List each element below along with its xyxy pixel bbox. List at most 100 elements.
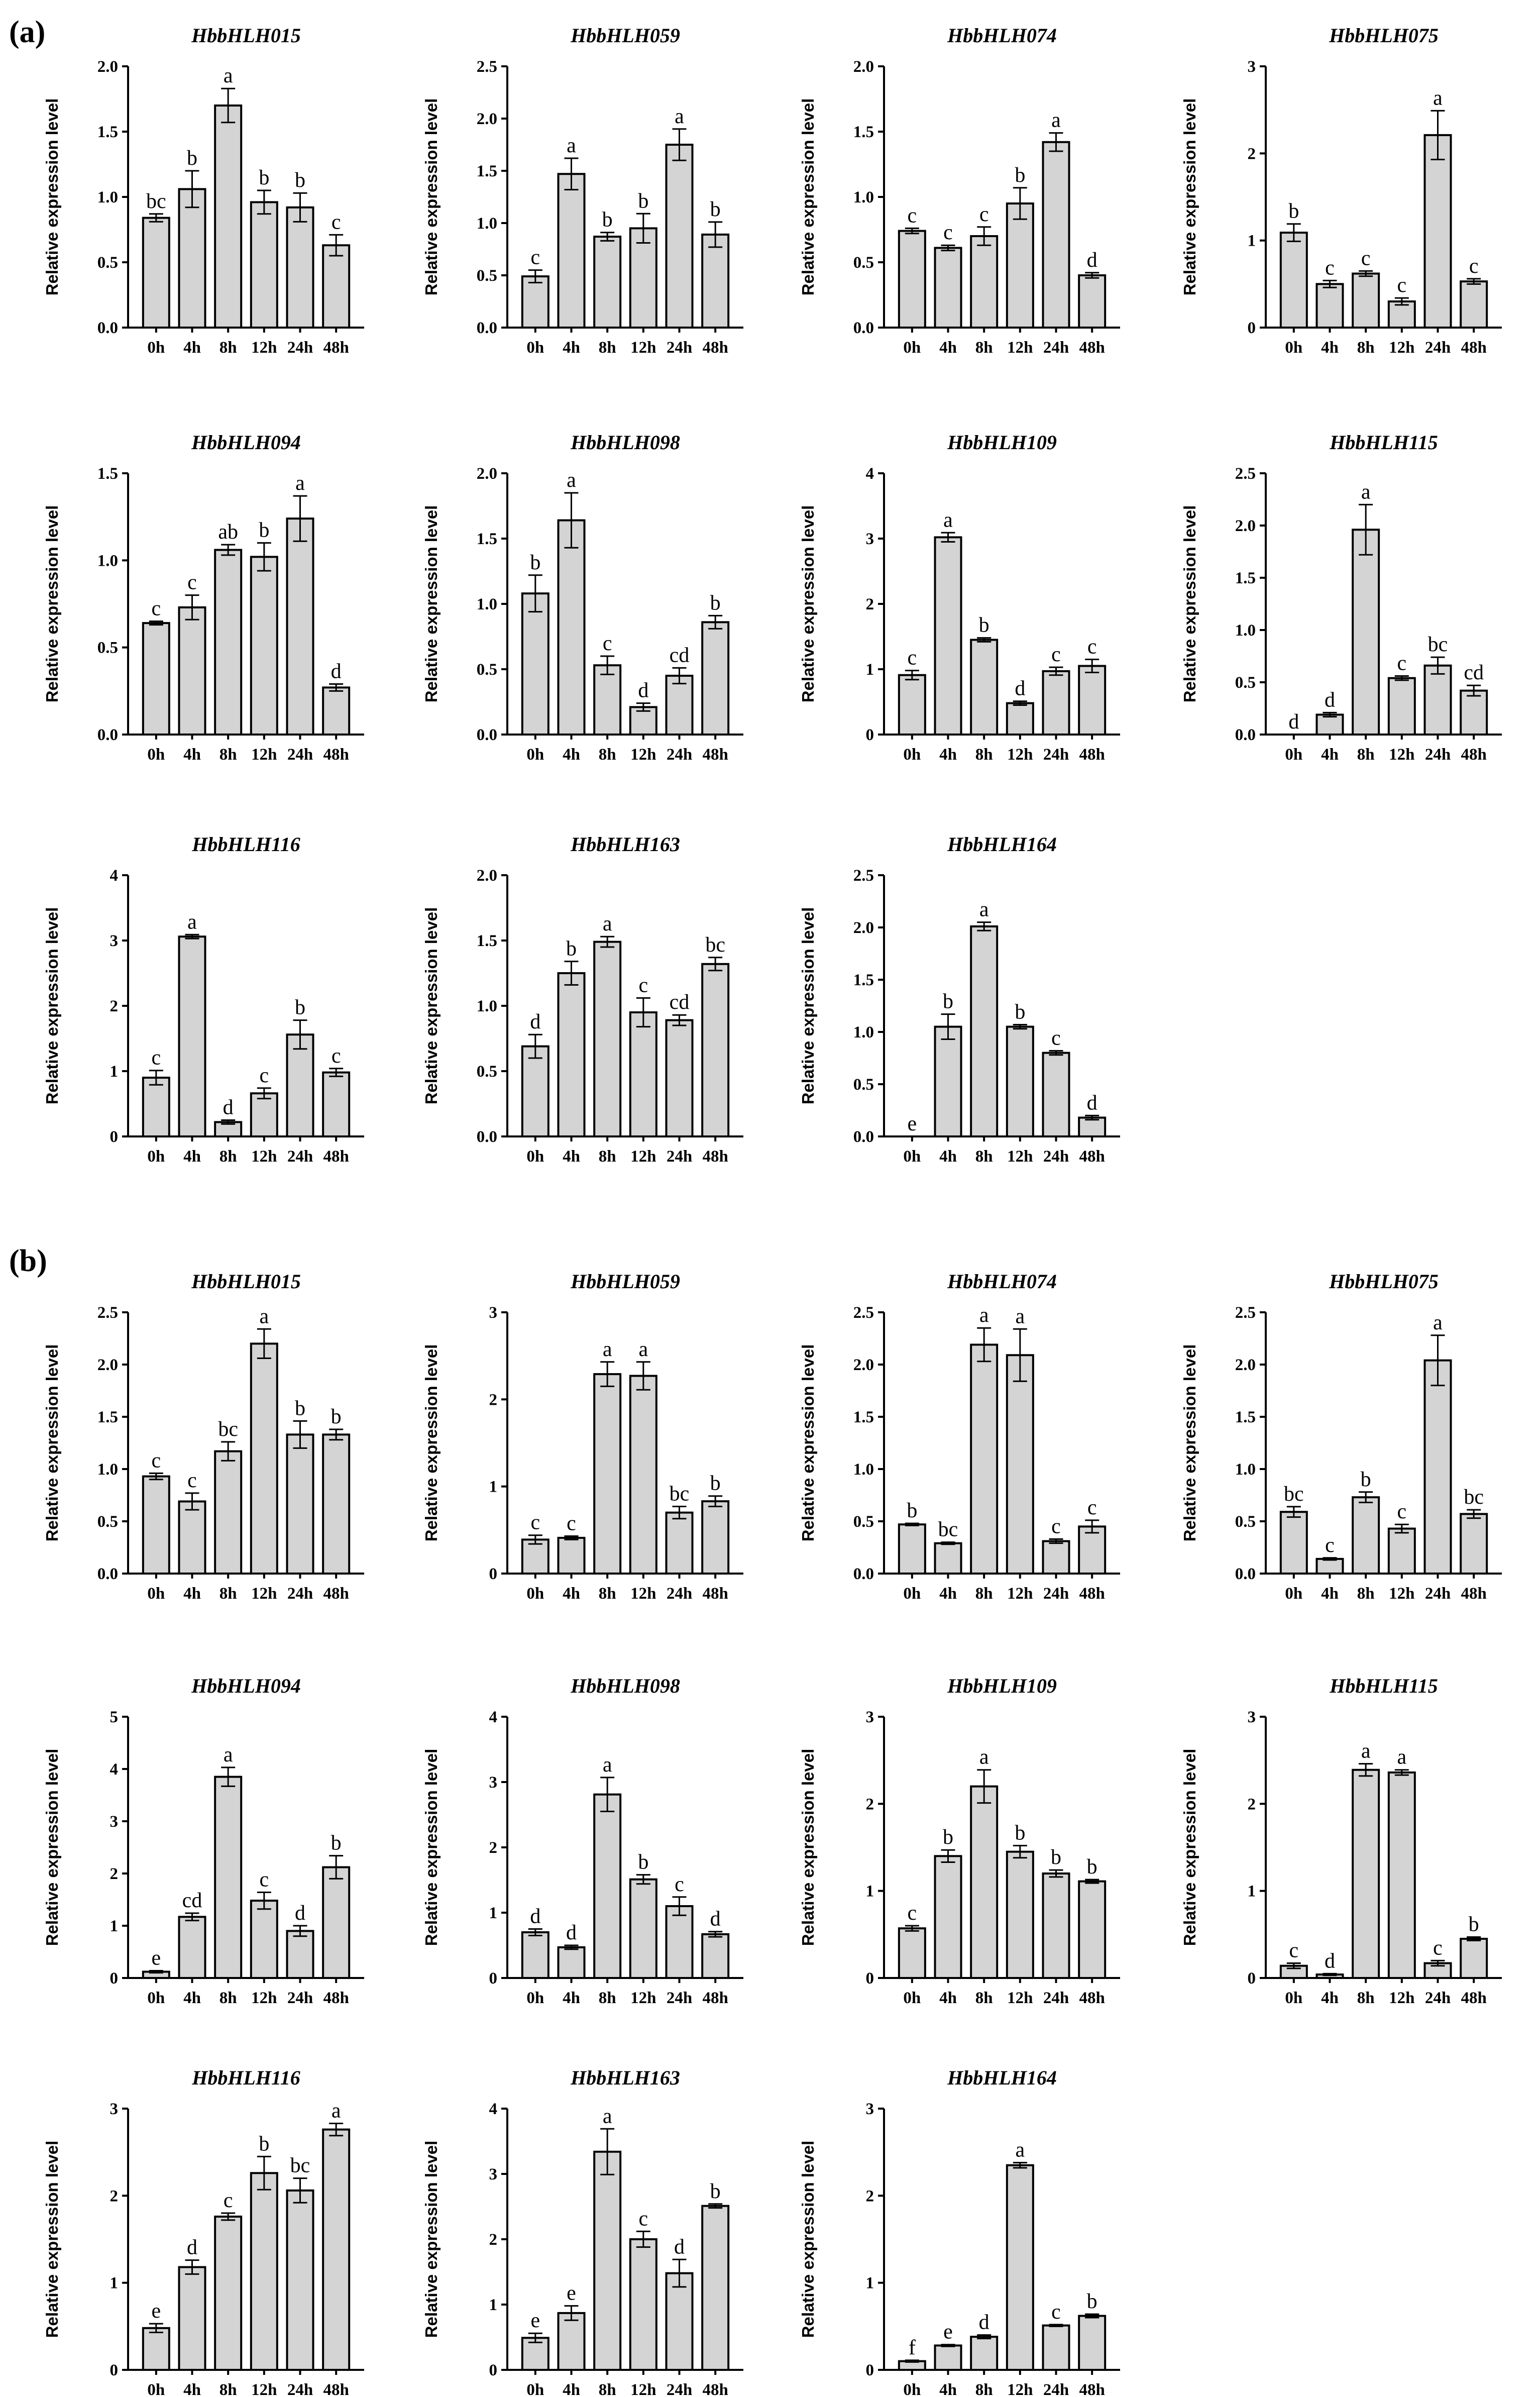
x-tick-label: 48h [323,1989,349,2007]
y-tick-label: 1.5 [97,1408,118,1426]
x-tick-label: 4h [563,746,580,764]
y-tick-label: 1 [866,2274,874,2292]
significance-label: d [1015,677,1025,700]
x-tick-label: 8h [219,339,237,357]
significance-label: b [710,2180,721,2203]
significance-label: c [531,1511,540,1534]
bar [1387,300,1416,329]
significance-label: bc [146,190,166,213]
x-tick-label: 12h [630,339,656,357]
y-tick-label: 1.0 [477,997,497,1015]
bar [250,201,278,329]
bar [934,2344,962,2371]
significance-label: d [295,1902,305,1925]
x-tick-label: 8h [1357,339,1375,357]
x-tick-label: 48h [702,1148,728,1166]
bar [1460,280,1488,329]
y-tick-label: 0 [866,2361,874,2379]
y-tick-label: 2.5 [477,58,497,76]
significance-label: c [260,1868,269,1891]
chart-title: HbbHLH015 [191,24,301,47]
significance-label: d [223,1096,234,1119]
y-tick-label: 2 [110,2187,119,2205]
x-tick-label: 48h [1461,339,1486,357]
x-tick-label: 8h [599,1989,616,2007]
bar [557,2312,586,2371]
y-tick-label: 1 [489,1478,498,1496]
bar [1315,283,1344,329]
bar [521,1931,549,1979]
significance-label: a [1397,1746,1407,1769]
y-tick-label: 2.5 [1235,465,1256,483]
significance-label: b [295,169,305,192]
y-tick-label: 0 [110,2361,119,2379]
chart-b-HbbHLH059: HbbHLH059 Relative expression level 0 1 2 3 c 0… [422,1270,743,1603]
x-tick-label: 8h [219,1585,237,1603]
bar [1387,1527,1416,1575]
significance-label: c [979,203,989,226]
x-tick-label: 12h [251,339,277,357]
bar [1279,232,1308,329]
x-tick-label: 24h [287,1585,313,1603]
significance-label: a [979,1304,989,1327]
y-tick-label: 0.5 [853,254,874,272]
y-tick-label: 2 [110,997,119,1015]
x-tick-label: 0h [147,2381,165,2397]
bar [322,1866,351,1979]
y-tick-label: 2.0 [477,867,497,885]
y-tick-label: 3 [489,1304,498,1322]
panel-label-b: (b) [9,1244,47,1278]
bar [1042,141,1070,329]
bar [1352,1768,1380,1979]
y-tick-label: 2.0 [477,110,497,128]
y-tick-label: 3 [489,2165,498,2183]
significance-label: b [1015,1000,1025,1023]
significance-label: a [332,2099,341,2122]
x-tick-label: 12h [251,1148,277,1166]
x-tick-label: 12h [630,1148,656,1166]
chart-b-HbbHLH116: HbbHLH116 Relative expression level 0 1 2 3 e 0… [43,2066,364,2397]
y-tick-label: 1.0 [477,595,497,613]
bar [701,963,730,1138]
y-tick-label: 1.0 [1235,621,1256,640]
y-tick-label: 1.5 [1235,1408,1256,1426]
significance-label: c [1289,1939,1299,1962]
bar [1460,689,1488,736]
x-tick-label: 48h [1079,746,1105,764]
x-tick-label: 8h [599,1148,616,1166]
significance-label: a [1433,86,1443,110]
y-axis-title: Relative expression level [799,505,817,703]
significance-label: bc [670,1483,690,1506]
y-tick-label: 0.5 [97,254,118,272]
chart-b-HbbHLH115: HbbHLH115 Relative expression level 0 1 2 3 c 0… [1180,1675,1502,2007]
y-tick-label: 2.0 [97,58,118,76]
y-tick-label: 1.0 [1235,1461,1256,1479]
significance-label: c [332,211,341,234]
x-tick-label: 48h [1079,2381,1105,2397]
x-tick-label: 4h [563,1585,580,1603]
x-tick-label: 4h [939,1585,957,1603]
significance-label: e [943,2321,953,2344]
y-tick-label: 3 [489,1774,498,1792]
y-axis-title: Relative expression level [1180,1344,1199,1542]
significance-label: cd [670,644,690,667]
significance-label: a [639,1338,648,1361]
x-tick-label: 48h [323,746,349,764]
bar [557,972,586,1137]
bar [665,675,694,736]
x-tick-label: 0h [526,2381,544,2397]
significance-label: bc [290,2154,310,2177]
x-tick-label: 8h [975,746,993,764]
significance-label: a [1433,1311,1443,1334]
significance-label: c [1051,643,1061,666]
y-tick-label: 1.0 [853,188,874,206]
y-tick-label: 4 [489,1708,498,1726]
chart-a-HbbHLH015: HbbHLH015 Relative expression level 0.0 0.5… [43,24,364,357]
bar [593,1793,622,1979]
bar [665,144,694,329]
x-tick-label: 0h [903,1989,921,2007]
significance-label: a [1016,2138,1025,2161]
bar [521,1045,549,1138]
y-tick-label: 1.5 [97,123,118,141]
x-tick-label: 12h [1007,1989,1033,2007]
